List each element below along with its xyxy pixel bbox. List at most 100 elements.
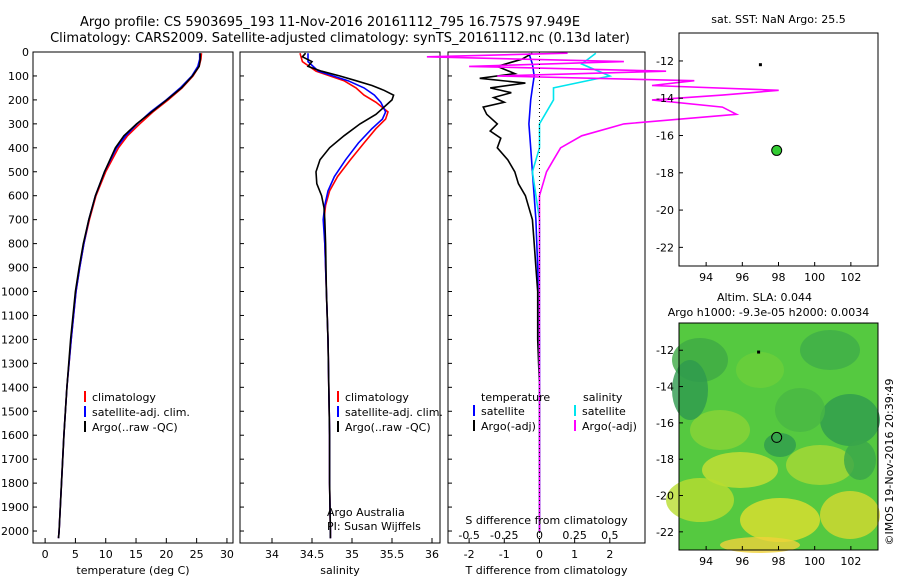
x-tick-label: 102 — [840, 555, 861, 568]
y-tick-label: -20 — [656, 204, 674, 217]
header-line-1: Argo profile: CS 5903695_193 11-Nov-2016… — [80, 15, 580, 30]
argo-float-marker — [771, 144, 783, 156]
legend-label: satellite-adj. clim. — [345, 406, 443, 419]
plot-frame — [32, 51, 234, 544]
sla-blob — [844, 440, 876, 480]
y-tick-label: -20 — [656, 490, 674, 503]
sla-blob — [740, 498, 820, 542]
top-x-tick-label: 0 — [536, 529, 543, 542]
sla-blob — [690, 410, 750, 450]
x-tick-label: 1 — [571, 548, 578, 561]
y-tick-label: 400 — [8, 142, 29, 155]
y-tick-label: -22 — [656, 526, 674, 539]
sla-blob — [720, 537, 800, 553]
profile-panel-3: -2 -1 0 1 2 T difference from climatology S di… — [426, 51, 779, 577]
profile-panel-1: 0 5 10 15 20 25 30 temperature (deg C) 0 100 200 30… — [1, 46, 234, 577]
y-tick-label: 900 — [8, 262, 29, 275]
top-x-tick-label: -0.25 — [490, 529, 518, 542]
legend-label: satellite — [481, 405, 525, 418]
sla-blob — [764, 433, 796, 457]
legend-header-temperature: temperature — [481, 391, 550, 404]
y-tick-label: 200 — [8, 94, 29, 107]
sla-blob — [775, 388, 825, 432]
y-tick-label: -12 — [656, 344, 674, 357]
map-panel-1: sat. SST: NaN Argo: 25.5 94 96 98 100 102 -12 -… — [656, 13, 879, 284]
y-tick-label: 1900 — [1, 501, 29, 514]
x-tick-label: 35.5 — [380, 548, 405, 561]
sla-blob — [702, 452, 778, 488]
y-tick-label: -16 — [656, 417, 674, 430]
y-tick-label: 1100 — [1, 309, 29, 322]
x-tick-label: 100 — [804, 271, 825, 284]
x-tick-label: 100 — [804, 555, 825, 568]
x-tick-label: 94 — [699, 555, 713, 568]
legend-label: satellite — [582, 405, 626, 418]
sla-blob — [672, 360, 708, 420]
legend-label: climatology — [92, 391, 156, 404]
map-title: Altim. SLA: 0.044 — [717, 291, 812, 304]
x-axis-label: temperature (deg C) — [76, 564, 189, 577]
legend-label: Argo(-adj) — [582, 420, 637, 433]
x-tick-label: 94 — [699, 271, 713, 284]
x-tick-label: 30 — [220, 548, 234, 561]
y-tick-label: -14 — [656, 381, 674, 394]
x-tick-label: 35 — [345, 548, 359, 561]
y-tick-label: 1600 — [1, 429, 29, 442]
map-title: sat. SST: NaN Argo: 25.5 — [711, 13, 845, 26]
x-tick-label: -1 — [499, 548, 510, 561]
y-tick-label: -18 — [656, 167, 674, 180]
sla-blob — [736, 352, 784, 388]
track-point — [758, 63, 762, 67]
x-tick-label: 98 — [772, 555, 786, 568]
sla-blob — [666, 478, 734, 522]
series-line-2 — [307, 53, 387, 539]
x-tick-label: 36 — [425, 548, 439, 561]
header-line-2: Climatology: CARS2009. Satellite-adjuste… — [50, 31, 630, 46]
plot-frame — [239, 51, 441, 544]
sla-blob — [820, 491, 880, 539]
x-tick-label: 96 — [735, 271, 749, 284]
annotation-line-1: Argo Australia — [327, 506, 405, 519]
sla-blob — [820, 394, 880, 446]
top-axis-label: S difference from climatology — [465, 514, 628, 527]
x-tick-label: 0 — [42, 548, 49, 561]
sla-blob — [800, 330, 860, 370]
y-tick-label: 0 — [22, 46, 29, 59]
series-line-3 — [57, 53, 202, 539]
annotation-line-2: PI: Susan Wijffels — [327, 520, 421, 533]
x-tick-label: 98 — [772, 271, 786, 284]
x-tick-label: 34 — [265, 548, 279, 561]
y-tick-label: -14 — [656, 92, 674, 105]
legend-label: climatology — [345, 391, 409, 404]
argo-float-marker — [771, 431, 783, 443]
y-tick-label: -22 — [656, 241, 674, 254]
series-line-3 — [301, 52, 395, 539]
x-tick-label: 96 — [735, 555, 749, 568]
series-line-3 — [531, 52, 613, 531]
sla-blob — [786, 445, 854, 485]
legend-label: Argo(-adj) — [481, 420, 536, 433]
series-line-1 — [57, 53, 203, 539]
plot-frame — [447, 51, 646, 544]
y-tick-label: -18 — [656, 453, 674, 466]
x-tick-label: 10 — [99, 548, 113, 561]
top-x-tick-label: -0.5 — [458, 529, 479, 542]
track-point — [757, 350, 761, 354]
legend-label: satellite-adj. clim. — [92, 406, 190, 419]
y-tick-label: 1000 — [1, 286, 29, 299]
y-tick-label: 700 — [8, 214, 29, 227]
top-x-tick-label: 0.25 — [562, 529, 587, 542]
legend-label: Argo(..raw -QC) — [345, 421, 431, 434]
y-tick-label: 1200 — [1, 333, 29, 346]
x-axis-label: salinity — [320, 564, 360, 577]
x-tick-label: 102 — [840, 271, 861, 284]
x-tick-label: -2 — [464, 548, 475, 561]
y-tick-label: 1700 — [1, 453, 29, 466]
x-tick-label: 34.5 — [300, 548, 325, 561]
map-panel-2: Altim. SLA: 0.044 Argo h1000: -9.3e-05 h2… — [656, 291, 880, 568]
y-tick-label: -16 — [656, 130, 674, 143]
y-tick-label: 600 — [8, 190, 29, 203]
x-tick-label: 5 — [72, 548, 79, 561]
